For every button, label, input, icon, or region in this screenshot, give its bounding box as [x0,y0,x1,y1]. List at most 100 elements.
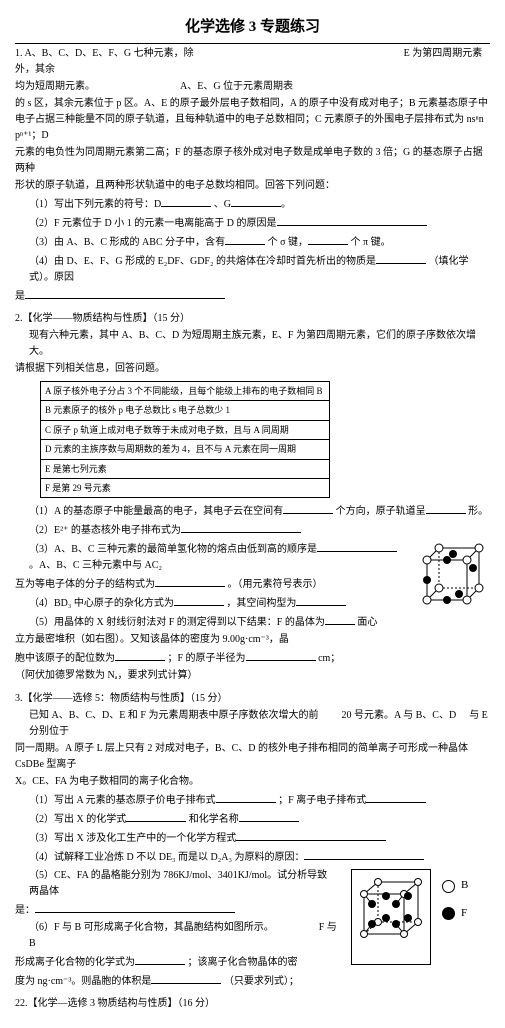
table-row: A 原子核外电子分占 3 个不同能级，且每个能级上排布的电子数相同 B [41,382,330,401]
blank [239,810,299,822]
q1-l4: 元素的电负性为同周期元素第二高；F 的基态原子核外成对电子数是成单电子数的 3 … [15,145,490,177]
blank [225,233,265,245]
q3-l1: 已知 A、B、C、D、E 和 F 为元素周期表中原子序数依次增大的前 20 号元… [15,708,490,740]
table-row: E 是第七列元素 [41,459,330,478]
q1-p3: （3）由 A、B、C 形成的 ABC 分子中，含有 个 σ 键， 个 π 键。 [15,233,490,251]
q2-p4a: （4）BD₃ 中心原子的杂化方式为 [29,598,174,609]
cell-B: B 元素原子的核外 p 电子总数比 s 电子总数少 1 [41,401,330,420]
q1-p2: （2）F 元素位于 D 小 1 的元素一电离能高于 D 的原因是 [15,214,490,232]
q3-l1b: 20 号元素。A 与 B、C、D [341,710,456,721]
q2-p2: （2）E²⁺ 的基态核外电子排布式为 [15,521,490,539]
q2-p5c: 立方最密堆积（如右图）。又知该晶体的密度为 9.00g·cm⁻³，晶 [15,632,490,648]
q2-p3b: 。A、B、C 三种元素中与 AC₂ [29,560,162,571]
q2-p2a: （2）E²⁺ 的基态核外电子排布式为 [29,525,181,536]
table-row: C 原子 p 轨道上成对电子数等于未成对电子数，且与 A 同周期 [41,420,330,439]
q3-p2a: （2）写出 X 的化学式 [29,814,126,825]
q1-l1a: 1. A、B、C、D、E、F、G 七种元素，除 [15,48,194,59]
table-row: D 元素的主族序数与周期数的差为 4，且不与 A 元素在同一周期 [41,440,330,459]
cell-D: D 元素的主族序数与周期数的差为 4，且不与 A 元素在同一周期 [41,440,330,459]
q3-p6c-text: 形成离子化合物的化学式为 [15,957,135,968]
cell-E: E 是第七列元素 [41,459,330,478]
q2-p5g: （阿伏加德罗常数为 Nₐ，要求列式计算） [15,668,490,684]
q3-p1b: ；F 离子电子排布式 [278,795,366,806]
open-circle-icon [442,880,455,893]
legend-B-label: B [461,877,468,895]
q3-p3a: （3）写出 X 涉及化工生产中的一个化学方程式 [29,833,236,844]
q1-l2a: 均为短周期元素。 [15,81,95,92]
cell-F: F 是第 29 号元素 [41,478,330,497]
blank [296,594,346,606]
blank [246,649,316,661]
q1-p1a: （1）写出下列元素的符号：D [29,199,161,210]
blank [151,972,221,984]
blank [426,502,466,514]
q1-line1: 1. A、B、C、D、E、F、G 七种元素，除 E 为第四周期元素外，其余 [15,46,490,78]
q3-p6e-text: 度为 ng·cm⁻³。则晶胞的体积是 [15,976,151,987]
blank [231,195,281,207]
crystal-structure-1 [417,542,485,616]
blank [115,649,165,661]
blank [126,810,186,822]
q3-p6a-text: （6）F 与 B 可形成离子化合物，其晶胞结构如图所示。 [29,922,274,933]
q1-line2: 均为短周期元素。 A、E、G 位于元素周期表 [15,79,490,95]
q2-p1: （1）A 的基态原子中能量最高的电子，其电子云在空间有 个方向，原子轨道呈 形。 [15,502,490,520]
cell-A: A 原子核外电子分占 3 个不同能级，且每个能级上排布的电子数相同 B [41,382,330,401]
q3-head: 3.【化学——选修 5：物质结构与性质】（15 分） [15,691,490,707]
q1-l5: 形状的原子轨道，且两种形状轨道中的电子总数均相同。回答下列问题： [15,178,490,194]
q2-p3d: 。（用元素符号表示） [228,579,323,590]
q3-p4a: （4）试解释工业冶炼 D 不以 DE₃ 而是以 D₂A₃ 为原料的原因： [29,852,304,863]
q1-p3c: 个 π 键。 [351,237,391,248]
table-row: B 元素原子的核外 p 电子总数比 s 电子总数少 1 [41,401,330,420]
q3-p6f: （只要求列式）； [224,976,299,987]
q1-p2a: （2）F 元素位于 D 小 1 的元素一电离能高于 D 的原因是 [29,218,277,229]
q1-p3a: （3）由 A、B、C 形成的 ABC 分子中，含有 [29,237,225,248]
q2-p1a: （1）A 的基态原子中能量最高的电子，其电子云在空间有 [29,506,283,517]
q2-p5d-text: 胞中该原子的配位数为 [15,653,115,664]
q1-p4: （4）由 D、E、F、G 形成的 E₂DF、GDF₂ 的共熔体在冷却时首先析出的… [15,252,490,286]
q3-p2b: 和化学名称 [189,814,239,825]
q3-p1: （1）写出 A 元素的基态原子价电子排布式 ；F 离子电子排布式 [15,791,490,809]
legend-F-label: F [461,905,467,923]
blank [135,953,185,965]
q1-p3b: 个 σ 键， [268,237,308,248]
q2-l1: 现有六种元素，其中 A、B、C、D 为短周期主族元素，E、F 为第四周期元素，它… [15,328,490,360]
blank [25,287,225,299]
q2-p4b: ，其空间构型为 [226,598,296,609]
q1-p4a: （4）由 D、E、F、G 形成的 E₂DF、GDF₂ 的共熔体在冷却时首先析出的… [29,256,376,267]
q2-p1b: 个方向，原子轨道呈 [336,506,426,517]
q3-p5a: （5）CE、FA 的晶格能分别为 786KJ/mol、3401KJ/mol。试分… [29,870,327,897]
legend-B: B [442,877,490,895]
q1-p1: （1）写出下列元素的符号：D 、G。 [15,195,490,213]
q3-p3: （3）写出 X 涉及化工生产中的一个化学方程式 [15,829,490,847]
blank [283,502,333,514]
q3-l2: 同一周期。A 原子 L 层上只有 2 对成对电子，B、C、D 的核外电子排布相同… [15,741,490,773]
filled-circle-icon [442,907,455,920]
q3-p6a: （6）F 与 B 可形成离子化合物，其晶胞结构如图所示。 F 与 B [15,920,337,952]
q3-p6d: ；该离子化合物晶体的密 [188,957,298,968]
blank [161,195,211,207]
q3-p5b: 是： [15,901,337,919]
legend-F: F [442,905,490,923]
q1-l2b: A、E、G 位于元素周期表 [180,81,293,92]
q3-l3: X。CE、FA 为电子数相同的离子化合物。 [15,774,490,790]
blank [277,214,427,226]
table-row: F 是第 29 号元素 [41,478,330,497]
blank [181,521,301,533]
crystal-structure-2 [351,869,431,965]
q2-p5f: cm； [318,653,340,664]
cell-C: C 原子 p 轨道上成对电子数等于未成对电子数，且与 A 同周期 [41,420,330,439]
q3-p6e: 度为 ng·cm⁻³。则晶胞的体积是 （只要求列式）； [15,972,337,990]
q3-l1a: 已知 A、B、C、D、E 和 F 为元素周期表中原子序数依次增大的前 [29,710,318,721]
q3-p5b-text: 是： [15,905,35,916]
blank [35,901,235,913]
q2-head: 2.【化学——物质结构与性质】（15 分） [15,311,490,327]
q1-p4c-text: 是 [15,291,25,302]
blank [174,594,224,606]
q2-p5b: 面心 [357,617,377,628]
doc-title: 化学选修 3 专题练习 [15,15,490,39]
info-table: A 原子核外电子分占 3 个不同能级，且每个能级上排布的电子数相同 B B 元素… [40,381,330,498]
q3-p6c: 形成离子化合物的化学式为 ；该离子化合物晶体的密 [15,953,337,971]
q3-p2: （2）写出 X 的化学式 和化学名称 [15,810,490,828]
q2-p5e: ；F 的原子半径为 [168,653,246,664]
q2-p5d: 胞中该原子的配位数为 ；F 的原子半径为 cm； [15,649,490,667]
